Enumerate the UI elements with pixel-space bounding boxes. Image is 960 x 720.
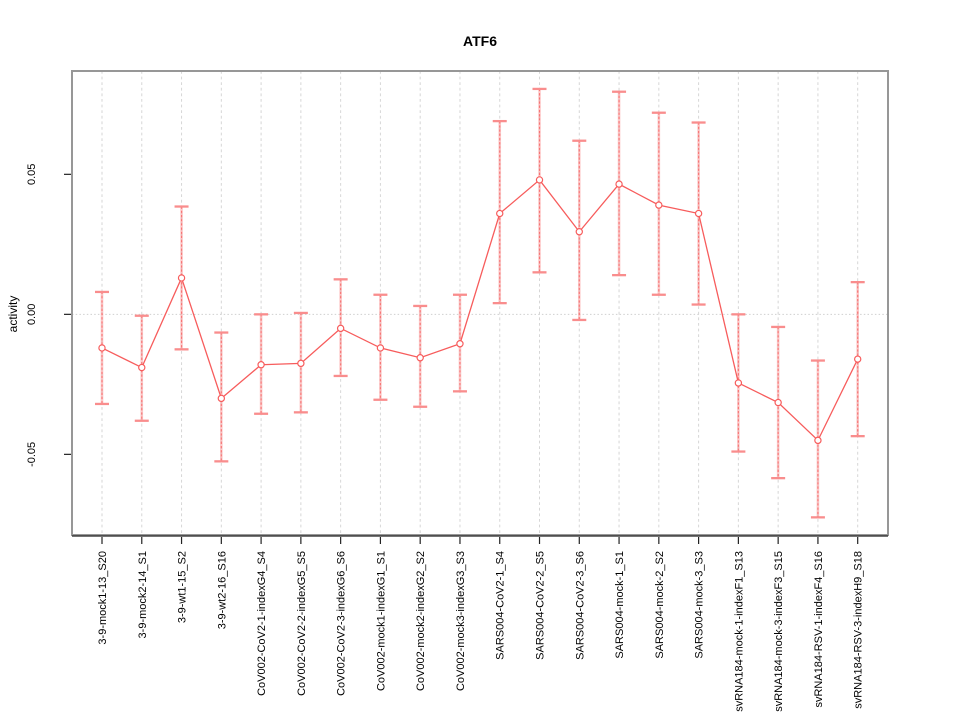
x-tick-label: SARS004-CoV2-3_S6	[574, 551, 586, 660]
x-tick-label: CoV002-CoV2-3-indexG6_S6	[336, 551, 348, 696]
data-point	[138, 363, 146, 372]
data-point	[456, 340, 464, 348]
x-tick-label: svRNA184-mock-3-indexF3_S15	[773, 551, 785, 712]
x-tick-label: SARS004-mock-1_S1	[614, 551, 626, 659]
data-point	[694, 209, 703, 218]
y-axis-title: activity	[6, 295, 20, 333]
data-point	[98, 344, 106, 352]
data-point	[217, 394, 226, 403]
data-point	[496, 209, 504, 218]
x-tick-label: 3-9-mock2-14_S1	[137, 551, 149, 638]
chart-title: ATF6	[463, 33, 497, 49]
x-tick-label: SARS004-CoV2-1_S4	[495, 551, 507, 660]
data-point	[416, 354, 424, 362]
y-tick-label: -0.05	[26, 442, 38, 467]
x-tick-label: CoV002-mock1-indexG1_S1	[375, 551, 387, 691]
data-point	[297, 359, 305, 368]
data-point	[774, 398, 782, 407]
x-tick-label: 3-9-mock1-13_S20	[97, 551, 109, 645]
data-point	[615, 180, 623, 188]
x-tick-label: SARS004-mock-2_S2	[654, 551, 666, 659]
x-tick-label: svRNA184-RSV-3-indexH9_S18	[853, 551, 865, 709]
x-tick-label: CoV002-mock3-indexG3_S3	[455, 551, 467, 691]
data-point	[734, 379, 743, 387]
data-point	[575, 228, 583, 236]
data-point	[854, 355, 862, 363]
x-tick-label: 3-9-wt1-15_S2	[177, 551, 189, 623]
x-tick-label: CoV002-mock2-indexG2_S2	[415, 551, 427, 691]
data-point	[177, 274, 186, 282]
x-tick-label: 3-9-wt2-16_S16	[216, 551, 228, 629]
data-point	[257, 361, 265, 369]
x-tick-label: SARS004-mock-3_S3	[694, 551, 706, 659]
data-point	[535, 176, 544, 184]
x-tick-label: CoV002-CoV2-1-indexG4_S4	[256, 551, 268, 696]
data-point	[336, 324, 345, 333]
x-tick-label: svRNA184-RSV-1-indexF4_S16	[813, 551, 825, 708]
data-point	[376, 344, 385, 352]
plot-border	[71, 70, 889, 536]
y-tick-label: 0.00	[26, 304, 38, 325]
series-line	[101, 178, 859, 442]
y-tick-label: 0.05	[26, 164, 38, 185]
x-tick-label: CoV002-CoV2-2-indexG5_S5	[296, 551, 308, 696]
x-tick-label: svRNA184-mock-1-indexF1_S13	[733, 551, 745, 712]
data-point	[814, 436, 822, 445]
x-tick-label: SARS004-CoV2-2_S5	[535, 551, 547, 660]
data-point	[655, 201, 663, 209]
